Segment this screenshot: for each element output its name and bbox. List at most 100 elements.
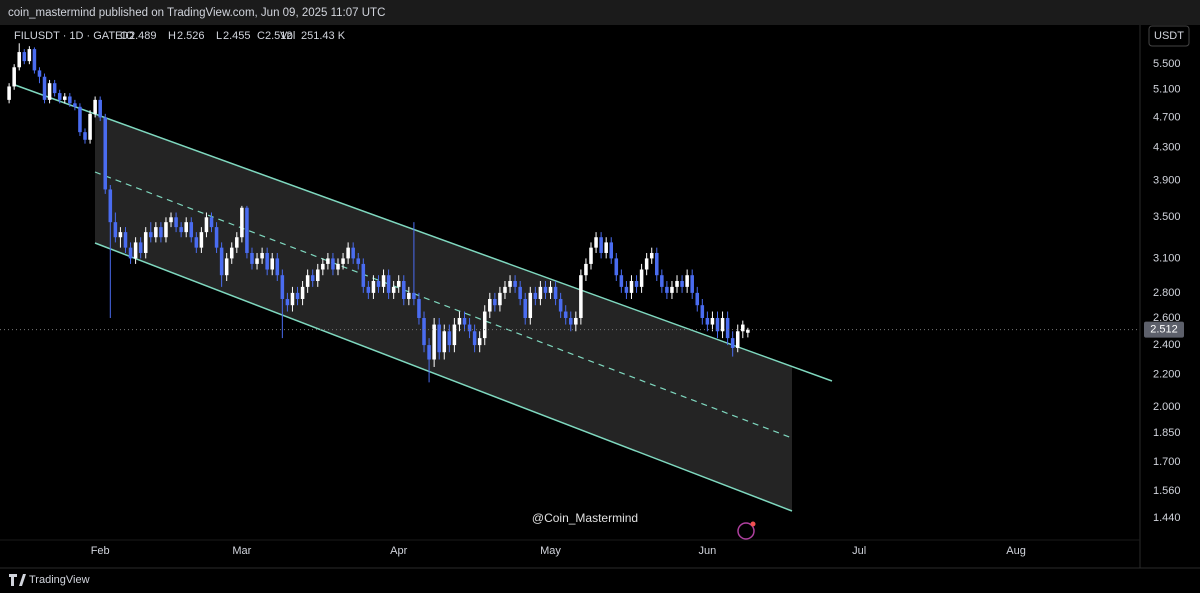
candle-body — [194, 237, 199, 248]
x-tick-label: Apr — [390, 545, 407, 557]
candle-body — [457, 317, 462, 325]
candle-body — [47, 83, 52, 100]
candle-body — [118, 232, 123, 238]
candle-body — [270, 258, 274, 270]
channel-upper — [14, 84, 833, 382]
candle-body — [260, 252, 264, 259]
watermark: @Coin_Mastermind — [532, 511, 638, 525]
candle-body — [447, 331, 452, 346]
candle-body — [88, 113, 92, 140]
candle-body — [665, 286, 669, 293]
candle-body — [452, 324, 457, 346]
candle-body — [574, 317, 578, 325]
currency-box[interactable] — [1148, 25, 1190, 47]
candle-body — [417, 298, 421, 318]
candle-body — [498, 292, 502, 306]
candle-body — [229, 247, 234, 259]
candle-body — [710, 317, 715, 325]
candle-body — [675, 280, 679, 287]
candle-body — [746, 329, 750, 333]
y-tick-label: 3.500 — [1153, 211, 1181, 223]
x-tick-label: May — [540, 545, 561, 557]
currency[interactable]: USDT — [1154, 30, 1184, 42]
candle-body — [589, 247, 593, 264]
candle-body — [407, 292, 411, 299]
candle-body — [138, 242, 143, 253]
candle-body — [660, 275, 664, 287]
logo — [9, 574, 26, 586]
candle-body — [133, 242, 138, 259]
candle-body — [62, 96, 67, 100]
y-tick-label: 5.500 — [1153, 58, 1181, 70]
y-tick-label: 1.850 — [1153, 427, 1181, 439]
candle-body — [690, 275, 694, 293]
candle-body — [113, 222, 118, 238]
candle-body — [629, 280, 634, 293]
candle-body — [513, 280, 517, 287]
candle-body — [123, 232, 128, 248]
candle-body — [255, 258, 259, 264]
candle-body — [503, 286, 507, 293]
candle-body — [558, 298, 563, 312]
candle-body — [305, 275, 310, 287]
candle-body — [42, 76, 47, 100]
candle-body — [488, 298, 492, 312]
symbol: FILUSDT · 1D · GATEIO — [14, 30, 134, 42]
candle-body — [624, 286, 629, 293]
candle-body — [609, 242, 614, 259]
candle-body — [437, 324, 441, 353]
candle-body — [432, 324, 436, 360]
y-tick-label: 4.700 — [1153, 111, 1181, 123]
candle-body — [553, 286, 558, 299]
candle-body — [154, 227, 158, 238]
legend-key: H — [168, 30, 176, 42]
y-tick-label: 2.200 — [1153, 368, 1181, 380]
candle-body — [179, 227, 183, 233]
footer-bar — [0, 569, 1200, 593]
candle-body — [579, 275, 583, 318]
candle-body — [341, 258, 345, 264]
y-tick-label: 1.560 — [1153, 485, 1181, 497]
candle-body — [321, 263, 325, 270]
y-tick-label: 2.600 — [1153, 312, 1181, 324]
x-tick-label: Feb — [91, 545, 110, 557]
candle-body — [543, 286, 548, 293]
alert-dot — [750, 521, 756, 527]
candle-body — [189, 222, 194, 238]
candle-body — [720, 317, 725, 332]
candle-body — [366, 286, 371, 293]
candle-body — [568, 317, 573, 325]
candle-body — [391, 286, 396, 293]
candle-body — [310, 275, 315, 281]
candle-body — [78, 106, 82, 133]
candle-body — [538, 286, 543, 299]
candle-body — [412, 292, 416, 299]
footer-brand: TradingView — [29, 574, 90, 586]
y-tick-label: 2.800 — [1153, 287, 1181, 299]
alert-icon[interactable] — [737, 522, 755, 540]
candle-body — [361, 263, 366, 287]
candle-body — [730, 338, 735, 348]
candle-body — [639, 269, 644, 287]
candle-body — [584, 263, 588, 276]
legend-key: L — [216, 30, 222, 42]
candle-body — [644, 258, 649, 270]
candle-body — [300, 286, 305, 299]
legend-high: 2.526 — [177, 30, 205, 42]
candle-body — [594, 237, 598, 248]
candle-body — [523, 298, 527, 318]
last-price-box — [1144, 321, 1184, 338]
channel-lower — [94, 242, 793, 512]
y-tick-label: 2.000 — [1153, 401, 1181, 413]
candle-body — [614, 258, 619, 276]
candle-body — [548, 286, 553, 293]
candle-body — [472, 331, 477, 346]
last-price-label: 2.512 — [1150, 324, 1178, 336]
candle-body — [695, 292, 700, 306]
candle-body — [462, 317, 467, 325]
candle-body — [336, 263, 340, 270]
y-tick-label: 4.300 — [1153, 141, 1181, 153]
candle-body — [240, 207, 244, 238]
candle-body — [184, 222, 188, 233]
